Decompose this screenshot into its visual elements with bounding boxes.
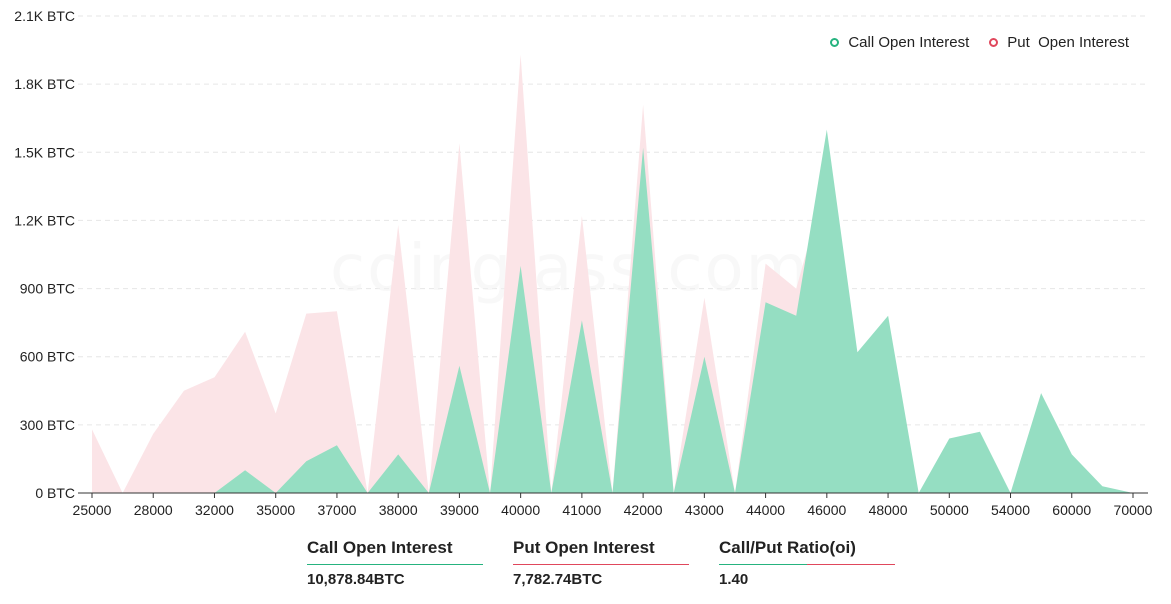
y-tick-label: 2.1K BTC: [14, 8, 75, 24]
y-tick-label: 0 BTC: [35, 485, 75, 501]
x-tick-label: 39000: [440, 502, 479, 518]
legend-call-marker-icon: [830, 38, 840, 47]
summary-put: Put Open Interest 7,782.74BTC: [513, 538, 689, 588]
call-open-interest-area: [92, 129, 1133, 493]
open-interest-chart: coinglass.com 0 BTC 300 BTC 600 BTC 900 BTC…: [14, 8, 1153, 518]
legend-call-label: Call Open Interest: [848, 34, 970, 51]
summary-put-value: 7,782.74BTC: [513, 571, 603, 588]
x-tick-label: 60000: [1052, 502, 1091, 518]
x-tick-label: 54000: [991, 502, 1030, 518]
x-tick-label: 38000: [379, 502, 418, 518]
x-tick-label: 42000: [624, 502, 663, 518]
x-axis-tick-labels: 25000 28000 32000 35000 37000 38000 39000 40000…: [73, 493, 1153, 518]
series-areas: [92, 54, 1133, 493]
legend-put-label: Put Open Interest: [1007, 34, 1129, 51]
x-tick-label: 70000: [1114, 502, 1153, 518]
y-tick-label: 300 BTC: [20, 417, 75, 433]
summary-ratio: Call/Put Ratio(oi) 1.40: [719, 538, 895, 588]
y-tick-label: 900 BTC: [20, 281, 75, 297]
chart-legend: Call Open Interest Put Open Interest: [830, 34, 1129, 51]
summary-ratio-value: 1.40: [719, 571, 749, 588]
x-tick-label: 32000: [195, 502, 234, 518]
put-open-interest-area: [92, 54, 1133, 493]
x-tick-label: 40000: [501, 502, 540, 518]
y-axis-tick-labels: 0 BTC 300 BTC 600 BTC 900 BTC 1.2K BTC 1.5K B…: [14, 8, 75, 501]
x-tick-label: 41000: [562, 502, 601, 518]
summary-stats: Call Open Interest 10,878.84BTC Put Open…: [307, 538, 895, 588]
summary-call-value: 10,878.84BTC: [307, 571, 405, 588]
summary-put-label: Put Open Interest: [513, 538, 689, 565]
x-tick-label: 28000: [134, 502, 173, 518]
y-tick-label: 600 BTC: [20, 349, 75, 365]
x-tick-label: 44000: [746, 502, 785, 518]
x-tick-label: 48000: [869, 502, 908, 518]
legend-item-call[interactable]: Call Open Interest: [830, 34, 969, 51]
x-tick-label: 43000: [685, 502, 724, 518]
y-tick-label: 1.8K BTC: [14, 76, 75, 92]
x-tick-label: 37000: [317, 502, 356, 518]
legend-put-marker-icon: [989, 38, 999, 47]
summary-ratio-label: Call/Put Ratio(oi): [719, 538, 895, 565]
x-tick-label: 50000: [930, 502, 969, 518]
x-tick-label: 46000: [807, 502, 846, 518]
y-tick-label: 1.2K BTC: [14, 212, 75, 228]
legend-item-put[interactable]: Put Open Interest: [989, 34, 1129, 51]
y-tick-label: 1.5K BTC: [14, 144, 75, 160]
watermark: coinglass.com: [330, 232, 810, 306]
summary-call: Call Open Interest 10,878.84BTC: [307, 538, 483, 588]
x-tick-label: 25000: [73, 502, 112, 518]
x-tick-label: 35000: [256, 502, 295, 518]
summary-call-label: Call Open Interest: [307, 538, 483, 565]
grid-lines: [78, 15, 1148, 426]
